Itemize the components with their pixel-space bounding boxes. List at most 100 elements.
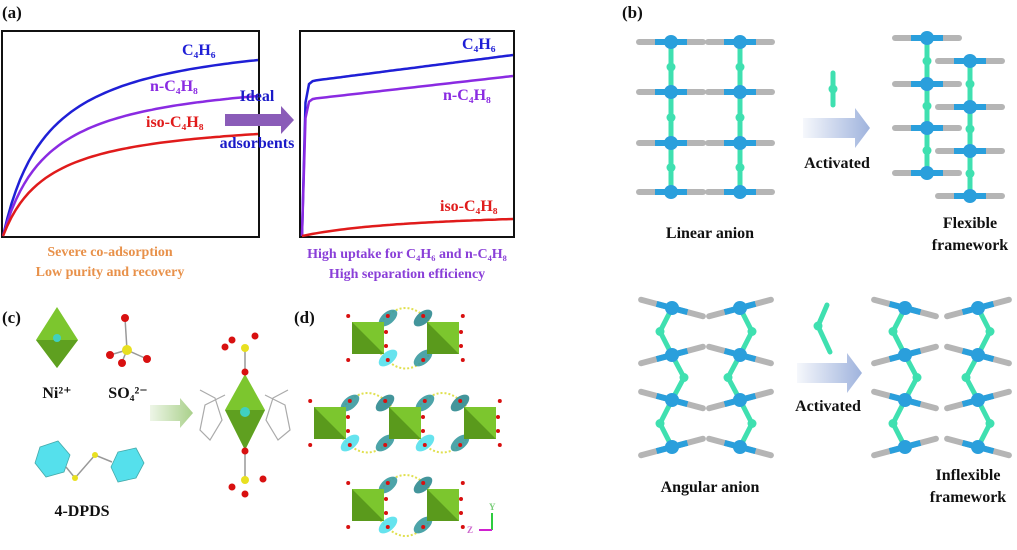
linker-atom <box>679 373 689 382</box>
left-curve-iso-c4h8 <box>1 132 259 237</box>
oxygen-atom <box>346 481 351 485</box>
framework-column <box>638 296 706 459</box>
oxygen-atom <box>385 314 390 318</box>
metal-atom <box>963 189 977 203</box>
linker-atom <box>922 101 932 111</box>
oxygen-atom <box>308 443 313 447</box>
oxygen-atom <box>459 497 463 501</box>
oxygen-atom <box>347 399 352 403</box>
metal-atom <box>733 301 747 315</box>
linker-atom <box>655 327 665 336</box>
linker-atom <box>961 373 971 382</box>
arrow-text-ideal: Ideal <box>240 88 275 105</box>
pyridine-ring <box>413 476 433 494</box>
framework-column <box>944 296 1012 459</box>
octahedron-shade <box>352 322 384 354</box>
ni-octahedron-icon <box>36 307 78 368</box>
pyridine-ring <box>413 309 433 327</box>
framework-column <box>636 35 706 199</box>
inflexible-label-line1: Inflexible <box>936 467 1001 484</box>
metal-atom <box>733 348 747 362</box>
right-caption-line2: High separation efficiency <box>329 267 485 282</box>
sulfate-icon <box>106 314 151 367</box>
oxygen-atom <box>384 497 388 501</box>
ni-octahedron <box>421 314 465 362</box>
oxygen-atom <box>421 429 425 433</box>
oxygen-atom <box>421 481 426 485</box>
left-plot-frame <box>1 30 260 238</box>
disulfide-chain <box>339 434 396 454</box>
axis-z-label: Z <box>467 525 473 535</box>
linker-atom <box>655 419 665 428</box>
left-curve-n-c4h8 <box>1 94 259 237</box>
oxygen-atom <box>460 314 465 318</box>
linker-atom <box>965 169 975 178</box>
assembly-arrow <box>150 398 193 428</box>
ni-octahedron <box>421 481 465 529</box>
framework-column <box>705 35 775 199</box>
metal-atom <box>971 440 985 454</box>
right-label-c4h6: C₄H₆ <box>462 36 496 53</box>
linker-atom <box>735 113 745 122</box>
panel-b: (b) Activated Activated Linear anion Fle… <box>622 3 1012 506</box>
panel-d-label: (d) <box>294 308 315 327</box>
oxygen-atom <box>421 358 426 362</box>
linker-atom <box>723 373 733 382</box>
metal-atom <box>733 35 747 49</box>
linker-atom <box>922 146 932 155</box>
oxygen-atom <box>384 344 388 348</box>
flexible-label-line1: Flexible <box>943 215 997 232</box>
ni-label: Ni²⁺ <box>42 385 71 402</box>
pyridine-ring <box>340 434 360 452</box>
framework-column <box>871 296 939 459</box>
linker-atom <box>666 62 676 72</box>
metal-atom <box>733 440 747 454</box>
pyridine-ring <box>415 434 435 452</box>
ni-octahedron <box>383 399 427 447</box>
oxygen-atom <box>458 443 463 447</box>
ni-octahedron <box>346 314 390 362</box>
oxygen-atom <box>384 330 388 334</box>
oxygen-atom <box>421 415 425 419</box>
right-caption-line1: High uptake for C₄H₆ and n-C₄H₈ <box>307 247 507 262</box>
right-plot-frame <box>299 30 515 238</box>
oxygen-atom <box>422 443 427 447</box>
metal-atom <box>665 301 679 315</box>
linker-atom <box>922 56 932 66</box>
metal-atom <box>920 166 934 180</box>
flexible-label-line2: framework <box>932 237 1009 254</box>
oxygen-atom <box>460 358 465 362</box>
metal-atom <box>898 393 912 407</box>
metal-atom <box>898 440 912 454</box>
linker-atom <box>965 124 975 134</box>
linear-anion-label: Linear anion <box>666 225 754 242</box>
linker-atom <box>735 163 745 172</box>
oxygen-atom <box>346 358 351 362</box>
oxygen-atom <box>421 525 426 529</box>
linker-atom <box>747 327 757 336</box>
panel-a-label: (a) <box>2 3 22 22</box>
metal-atom <box>664 35 678 49</box>
oxygen-atom <box>458 399 463 403</box>
framework-structures <box>636 31 1012 459</box>
metal-atom <box>733 85 747 99</box>
panel-c: (c) Ni²⁺ SO₄²⁻ 4-DPDS <box>2 307 291 520</box>
right-curve-iso-c4h8 <box>301 217 514 238</box>
linker-atom <box>735 62 745 72</box>
oxygen-atom <box>385 358 390 362</box>
axis-indicator: Y Z <box>467 502 496 535</box>
linker-atom <box>985 419 995 428</box>
pyridine-ring <box>378 349 398 367</box>
octahedron-shade <box>427 489 459 521</box>
ni-octahedron <box>308 399 352 447</box>
framework-column <box>935 54 1005 203</box>
angular-anion-label: Angular anion <box>661 479 760 496</box>
panel-d: (d) Y Z <box>294 307 502 537</box>
oxygen-atom <box>383 399 388 403</box>
activated-label-bottom: Activated <box>795 398 861 415</box>
linker-atom <box>912 373 922 382</box>
left-curve-c4h6 <box>1 58 259 237</box>
disulfide-chain <box>414 434 471 454</box>
framework-column <box>706 296 774 459</box>
